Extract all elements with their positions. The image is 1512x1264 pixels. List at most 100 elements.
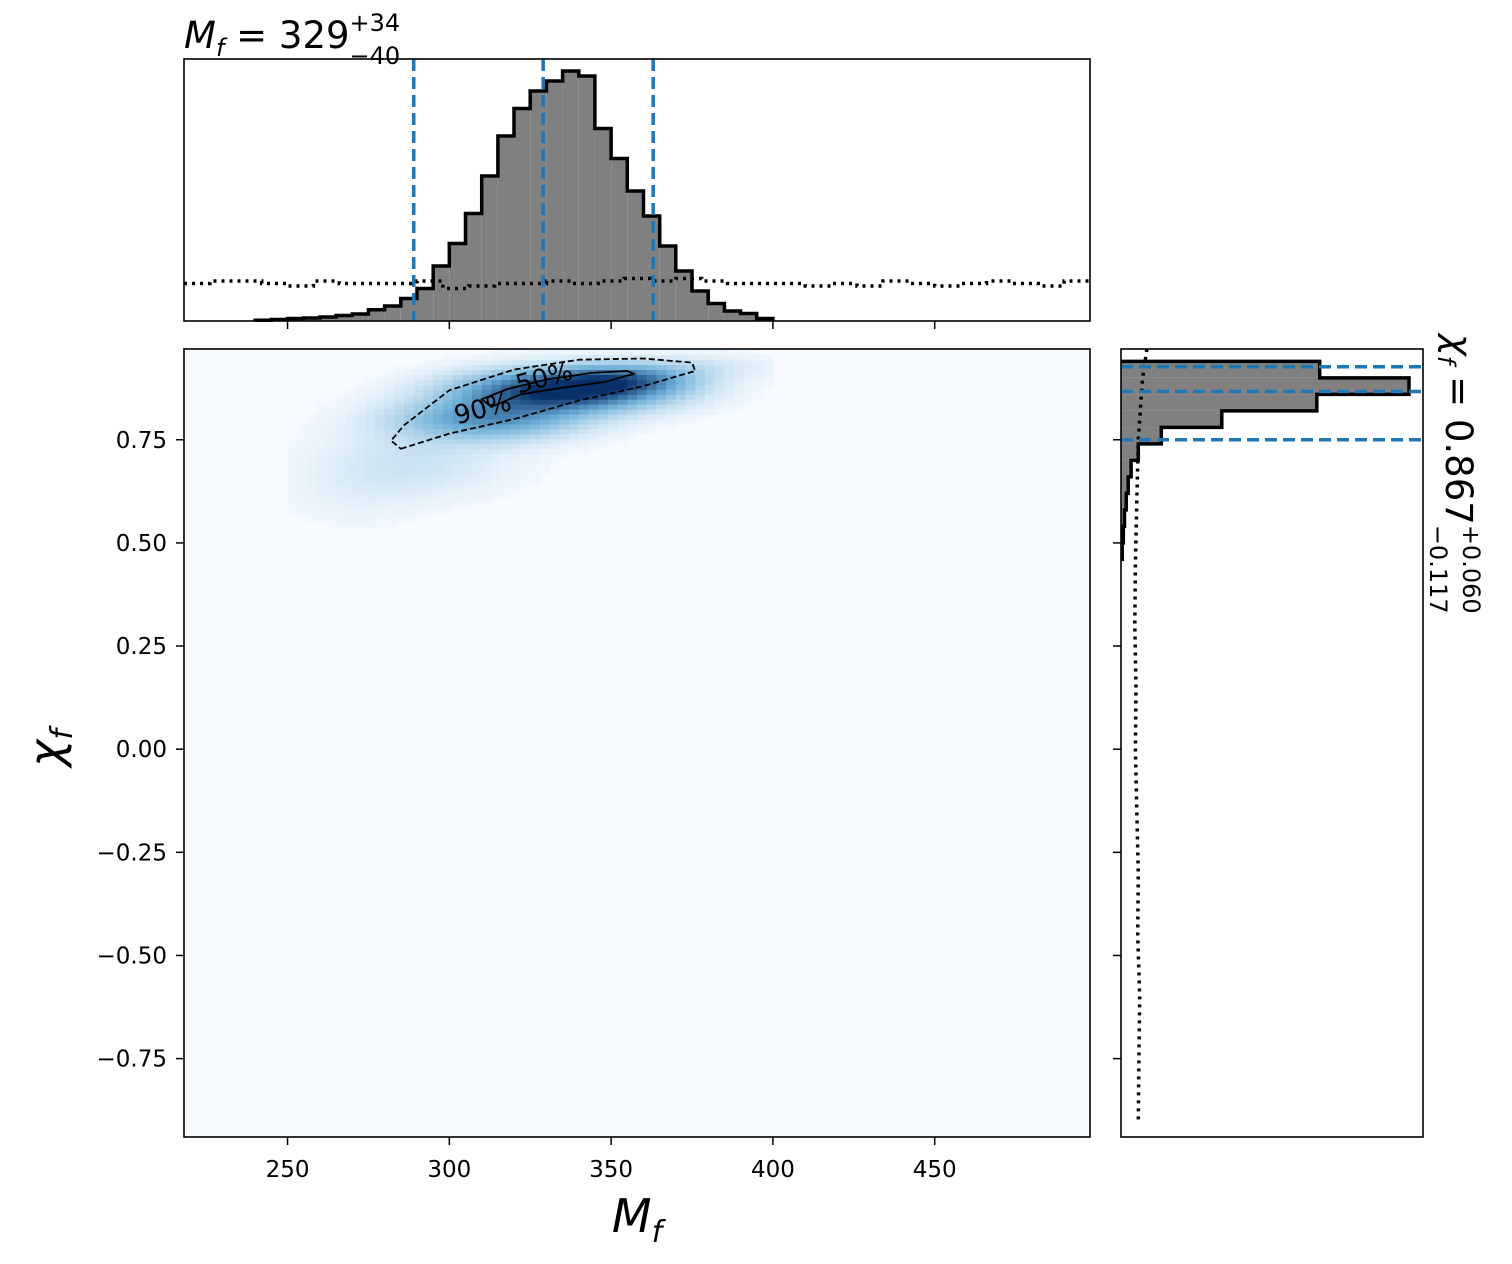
heatmap-cell xyxy=(462,389,473,395)
heatmap-cell xyxy=(345,429,356,435)
heatmap-cell xyxy=(384,508,395,514)
heatmap-cell xyxy=(501,458,512,465)
heatmap-cell xyxy=(481,473,492,479)
heatmap-cell xyxy=(763,384,774,390)
heatmap-cell xyxy=(413,443,424,450)
heatmap-cell xyxy=(578,364,589,371)
heatmap-cell xyxy=(578,424,589,430)
heatmap-cell xyxy=(394,369,405,375)
heatmap-cell xyxy=(530,473,541,479)
heatmap-cell xyxy=(316,404,327,410)
heatmap-cell xyxy=(656,419,667,425)
heatmap-cell xyxy=(355,503,366,509)
heatmap-cell xyxy=(374,419,386,425)
heatmap-cell xyxy=(530,463,541,470)
heatmap-cell xyxy=(685,419,696,425)
heatmap-cell xyxy=(404,414,415,420)
heatmap-cell xyxy=(734,369,745,375)
heatmap-cell xyxy=(530,364,541,371)
heatmap-cell xyxy=(462,424,473,430)
heatmap-cell xyxy=(510,483,521,489)
heatmap-cell xyxy=(724,404,735,410)
heatmap-cell xyxy=(520,429,531,435)
heatmap-cell xyxy=(685,374,696,380)
heatmap-cell xyxy=(297,493,308,499)
heatmap-cell xyxy=(336,483,347,489)
heatmap-cell xyxy=(336,518,347,524)
heatmap-cell xyxy=(413,493,424,499)
right-histogram-title: χf = 0.867+0.060−0.117 xyxy=(1424,332,1485,614)
heatmap-cell xyxy=(481,438,492,445)
heatmap-cell xyxy=(539,419,551,425)
heatmap-cell xyxy=(607,429,618,435)
heatmap-cell xyxy=(442,493,453,499)
heatmap-cell xyxy=(481,369,492,375)
heatmap-cell xyxy=(374,488,386,494)
heatmap-cell xyxy=(423,409,434,415)
heatmap-cell xyxy=(510,419,521,425)
heatmap-cell xyxy=(413,409,424,415)
heatmap-cell xyxy=(510,478,521,484)
heatmap-cell xyxy=(510,473,521,479)
heatmap-cell xyxy=(452,488,463,494)
heatmap-cell xyxy=(578,448,589,455)
heatmap-cell xyxy=(404,438,415,445)
heatmap-cell xyxy=(452,493,463,499)
heatmap-cell xyxy=(530,424,541,430)
heatmap-cell xyxy=(539,433,551,440)
heatmap-cell xyxy=(734,374,745,380)
heatmap-cell xyxy=(530,478,541,484)
heatmap-cell xyxy=(520,399,531,405)
heatmap-cell xyxy=(471,364,483,371)
heatmap-cell xyxy=(374,483,386,489)
heatmap-cell xyxy=(297,458,308,465)
heatmap-cell xyxy=(365,379,376,385)
heatmap-cell xyxy=(336,433,347,440)
heatmap-cell xyxy=(365,473,376,479)
heatmap-cell xyxy=(617,359,628,366)
heatmap-cell xyxy=(501,488,512,494)
heatmap-cell xyxy=(559,438,570,445)
heatmap-cell xyxy=(384,518,395,524)
heatmap-cell xyxy=(374,493,386,499)
heatmap-cell xyxy=(491,429,502,435)
heatmap-cell xyxy=(714,389,725,395)
heatmap-cell xyxy=(374,473,386,479)
heatmap-cell xyxy=(491,394,502,400)
heatmap-cell xyxy=(685,354,696,361)
heatmap-cell xyxy=(394,448,405,455)
heatmap-cell xyxy=(598,364,609,371)
heatmap-cell xyxy=(471,394,483,400)
heatmap-cell xyxy=(394,443,405,450)
heatmap-cell xyxy=(433,498,444,504)
heatmap-cell xyxy=(481,409,492,415)
heatmap-cell xyxy=(627,364,638,371)
heatmap-cell xyxy=(569,349,580,356)
heatmap-cell xyxy=(646,414,657,420)
heatmap-cell xyxy=(598,424,609,430)
title-mf-median: = 329 xyxy=(224,14,349,57)
heatmap-cell xyxy=(685,404,696,410)
heatmap-cell xyxy=(501,453,512,460)
heatmap-cell xyxy=(539,468,551,474)
heatmap-cell xyxy=(471,404,483,410)
heatmap-cell xyxy=(326,493,337,499)
heatmap-cell xyxy=(491,448,502,455)
right-histogram-panel: χf = 0.867+0.060−0.117 xyxy=(1113,332,1485,1138)
heatmap-cell xyxy=(656,354,667,361)
heatmap-cell xyxy=(316,463,327,470)
heatmap-cell xyxy=(491,364,502,371)
heatmap-cell xyxy=(471,419,483,425)
heatmap-cell xyxy=(423,438,434,445)
heatmap-cell xyxy=(530,419,541,425)
heatmap-cell xyxy=(627,414,638,420)
heatmap-cell xyxy=(355,458,366,465)
heatmap-cell xyxy=(714,374,725,380)
heatmap-cell xyxy=(384,478,395,484)
heatmap-cell xyxy=(656,359,667,366)
heatmap-cell xyxy=(724,374,735,380)
heatmap-cell xyxy=(753,359,764,366)
heatmap-cell xyxy=(433,364,444,371)
heatmap-cell xyxy=(510,463,521,470)
heatmap-cell xyxy=(607,409,618,415)
